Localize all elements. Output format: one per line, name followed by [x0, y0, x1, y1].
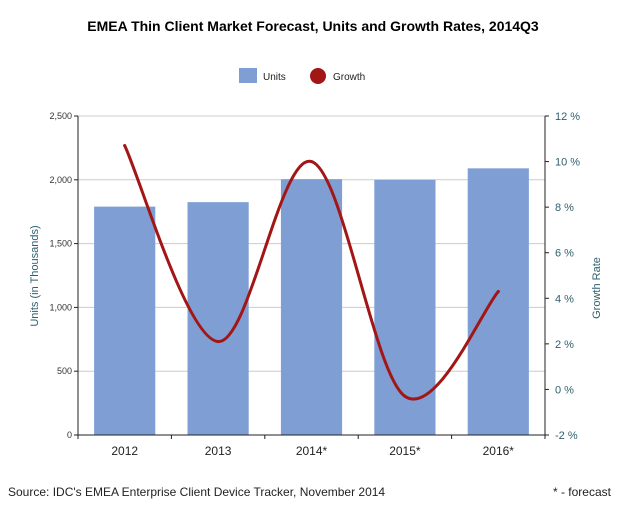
left-axis-ticks: 0 500 1,000 1,500 2,000 2,500: [49, 111, 78, 440]
growth-point-2013: [216, 340, 220, 344]
y2-axis-label: Growth Rate: [591, 257, 603, 319]
x-tick-label: 2013: [205, 444, 232, 458]
source-note: Source: IDC's EMEA Enterprise Client Dev…: [8, 485, 385, 499]
left-tick-label: 500: [57, 366, 72, 376]
bar-2016: [467, 168, 529, 436]
growth-point-2014: [310, 160, 313, 164]
left-tick-label: 2,500: [49, 111, 72, 121]
left-tick-label: 0: [67, 430, 72, 440]
y-axis-label: Units (in Thousands): [29, 225, 41, 326]
right-tick-label: 12 %: [555, 111, 580, 123]
legend-label-growth: Growth: [333, 72, 365, 83]
right-tick-label: 0 %: [555, 384, 574, 396]
right-tick-label: 10 %: [555, 157, 580, 169]
left-tick-label: 1,000: [49, 302, 72, 312]
x-axis-ticks: 2012 2013 2014* 2015* 2016*: [77, 435, 546, 458]
right-tick-label: 2 %: [555, 339, 574, 351]
legend-swatch-units: [239, 68, 257, 83]
bars: [94, 168, 529, 436]
right-tick-label: -2 %: [555, 430, 578, 442]
left-tick-label: 2,000: [49, 175, 72, 185]
bar-2014: [280, 179, 343, 435]
growth-point-2016: [496, 289, 500, 293]
forecast-note: * - forecast: [553, 485, 612, 499]
legend: Units Growth: [239, 68, 365, 84]
x-tick-label: 2015*: [389, 444, 421, 458]
x-tick-label: 2012: [111, 444, 138, 458]
x-tick-label: 2016*: [483, 444, 515, 458]
growth-line: [123, 144, 500, 401]
right-tick-label: 8 %: [555, 202, 574, 214]
right-tick-label: 6 %: [555, 248, 574, 260]
legend-label-units: Units: [263, 72, 286, 83]
bar-2015: [374, 179, 436, 435]
growth-point-2015: [403, 394, 407, 398]
chart-title: EMEA Thin Client Market Forecast, Units …: [87, 18, 539, 34]
left-tick-label: 1,500: [49, 239, 72, 249]
right-tick-label: 4 %: [555, 293, 574, 305]
x-tick-label: 2014*: [296, 444, 328, 458]
right-axis-ticks: -2 % 0 % 2 % 4 % 6 % 8 % 10 % 12 %: [545, 111, 580, 442]
axes: [77, 116, 546, 436]
legend-swatch-growth: [310, 68, 326, 84]
growth-point-2012: [123, 144, 127, 148]
bar-2012: [94, 206, 156, 435]
